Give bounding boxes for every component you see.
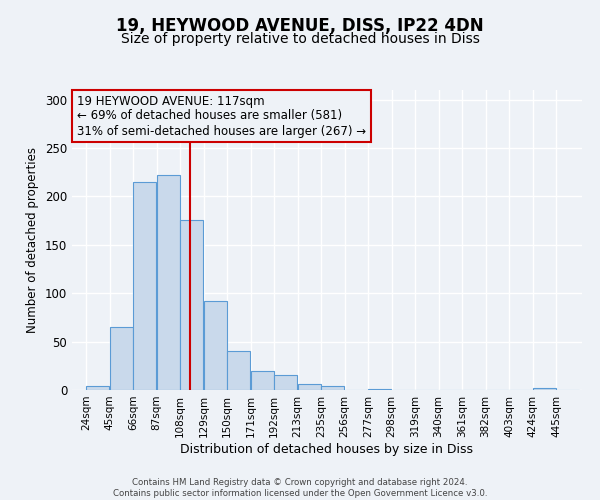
- Bar: [368, 389, 391, 390]
- Bar: [181, 220, 203, 390]
- X-axis label: Distribution of detached houses by size in Diss: Distribution of detached houses by size …: [181, 442, 473, 456]
- Y-axis label: Number of detached properties: Number of detached properties: [26, 147, 40, 333]
- Bar: [298, 384, 321, 390]
- Bar: [204, 301, 227, 390]
- Bar: [274, 376, 298, 390]
- Bar: [227, 352, 250, 390]
- Bar: [251, 370, 274, 390]
- Bar: [533, 388, 556, 390]
- Text: Size of property relative to detached houses in Diss: Size of property relative to detached ho…: [121, 32, 479, 46]
- Bar: [110, 327, 133, 390]
- Text: 19, HEYWOOD AVENUE, DISS, IP22 4DN: 19, HEYWOOD AVENUE, DISS, IP22 4DN: [116, 18, 484, 36]
- Text: 19 HEYWOOD AVENUE: 117sqm
← 69% of detached houses are smaller (581)
31% of semi: 19 HEYWOOD AVENUE: 117sqm ← 69% of detac…: [77, 94, 366, 138]
- Bar: [157, 175, 180, 390]
- Bar: [322, 386, 344, 390]
- Text: Contains HM Land Registry data © Crown copyright and database right 2024.
Contai: Contains HM Land Registry data © Crown c…: [113, 478, 487, 498]
- Bar: [133, 182, 157, 390]
- Bar: [86, 386, 109, 390]
